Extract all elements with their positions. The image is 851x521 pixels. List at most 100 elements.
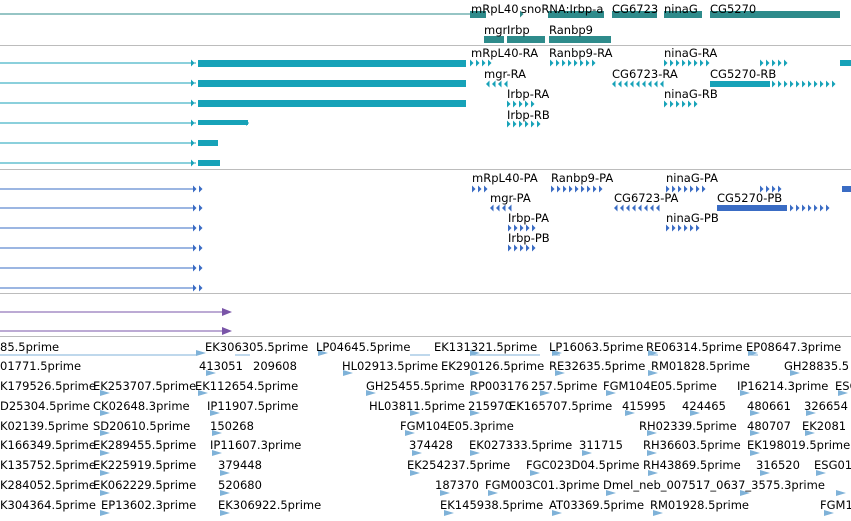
- protein-feature[interactable]: [484, 185, 488, 193]
- est-feature[interactable]: [838, 390, 848, 396]
- protein-feature[interactable]: [620, 204, 624, 212]
- est-feature[interactable]: [540, 390, 550, 396]
- est-feature[interactable]: [750, 450, 760, 456]
- transcript-exon[interactable]: [525, 100, 529, 108]
- est-label[interactable]: K304364.5prime: [0, 498, 96, 512]
- est-label[interactable]: EK062229.5prime: [93, 478, 197, 492]
- protein-feature[interactable]: [638, 204, 642, 212]
- est-label[interactable]: IP11607.3prime: [210, 438, 302, 452]
- est-feature[interactable]: [100, 410, 110, 416]
- transcript-arrow[interactable]: [191, 139, 195, 147]
- est-label[interactable]: IP11907.5prime: [207, 399, 299, 413]
- est-label[interactable]: EK027333.5prime: [469, 438, 573, 452]
- protein-arrow[interactable]: [193, 185, 197, 193]
- transcript-exon[interactable]: [198, 60, 466, 67]
- protein-feature[interactable]: [666, 185, 670, 193]
- est-feature[interactable]: [410, 410, 420, 416]
- transcript-exon[interactable]: [486, 80, 490, 88]
- transcript-exon[interactable]: [648, 80, 652, 88]
- transcript-arrow[interactable]: [191, 119, 195, 127]
- est-feature[interactable]: [196, 350, 206, 356]
- est-feature[interactable]: [690, 410, 700, 416]
- transcript-exon[interactable]: [784, 80, 788, 88]
- protein-arrow[interactable]: [199, 185, 203, 193]
- est-feature[interactable]: [750, 430, 760, 436]
- transcript-exon[interactable]: [556, 59, 560, 67]
- est-feature[interactable]: [210, 410, 220, 416]
- est-feature[interactable]: [806, 410, 816, 416]
- transcript-arrow[interactable]: [191, 99, 195, 107]
- est-label[interactable]: K179526.5prime: [0, 379, 96, 393]
- protein-feature[interactable]: [520, 244, 524, 252]
- protein-feature[interactable]: [532, 244, 536, 252]
- est-label[interactable]: FGM1: [820, 498, 851, 512]
- protein-feature[interactable]: [808, 204, 812, 212]
- est-feature[interactable]: [318, 350, 328, 356]
- transcript-exon[interactable]: [562, 59, 566, 67]
- protein-feature[interactable]: [569, 185, 573, 193]
- est-label[interactable]: 520680: [218, 478, 262, 492]
- protein-arrow[interactable]: [193, 264, 197, 272]
- transcript-exon[interactable]: [498, 80, 502, 88]
- transcript-exon[interactable]: [246, 120, 249, 126]
- transcript-exon[interactable]: [580, 59, 584, 67]
- est-label[interactable]: 379448: [218, 458, 262, 472]
- transcript-exon[interactable]: [670, 100, 674, 108]
- est-feature[interactable]: [100, 450, 110, 456]
- est-label[interactable]: 480661: [747, 399, 791, 413]
- protein-arrow[interactable]: [199, 284, 203, 292]
- est-feature[interactable]: [750, 410, 760, 416]
- transcript-exon[interactable]: [832, 80, 836, 88]
- transcript-exon[interactable]: [670, 59, 674, 67]
- est-feature[interactable]: [606, 390, 616, 396]
- est-label[interactable]: K135752.5prime: [0, 458, 96, 472]
- transcript-exon[interactable]: [198, 80, 466, 87]
- est-label[interactable]: 480707: [747, 419, 791, 433]
- transcript-exon[interactable]: [760, 59, 764, 67]
- est-label[interactable]: EK198019.5prime: [747, 438, 851, 452]
- transcript-exon[interactable]: [826, 80, 830, 88]
- transcript-exon[interactable]: [574, 59, 578, 67]
- other-feature[interactable]: [222, 327, 232, 335]
- transcript-label-CG6723-RA[interactable]: CG6723-RA: [612, 67, 678, 81]
- transcript-exon[interactable]: [784, 59, 788, 67]
- est-label[interactable]: 85.5prime: [0, 340, 60, 354]
- est-feature[interactable]: [198, 390, 208, 396]
- protein-feature[interactable]: [478, 185, 482, 193]
- est-feature[interactable]: [100, 490, 110, 496]
- transcript-exon[interactable]: [820, 80, 824, 88]
- transcript-exon[interactable]: [470, 59, 474, 67]
- protein-feature[interactable]: [766, 185, 770, 193]
- transcript-exon[interactable]: [507, 120, 511, 128]
- protein-feature[interactable]: [614, 204, 618, 212]
- est-label[interactable]: LP04645.5prime: [316, 340, 411, 354]
- est-label[interactable]: GH25455.5prime: [366, 379, 465, 393]
- est-label[interactable]: LP16063.5prime: [549, 340, 644, 354]
- est-feature[interactable]: [647, 430, 657, 436]
- protein-feature[interactable]: [678, 224, 682, 232]
- est-feature[interactable]: [212, 430, 222, 436]
- est-label[interactable]: SD20610.5prime: [93, 419, 191, 433]
- est-label[interactable]: EK254237.5prime: [407, 458, 511, 472]
- est-label[interactable]: RE06314.5prime: [646, 340, 743, 354]
- transcript-exon[interactable]: [796, 80, 800, 88]
- est-label[interactable]: HL02913.5prime: [342, 359, 439, 373]
- protein-feature[interactable]: [790, 204, 794, 212]
- transcript-exon[interactable]: [814, 80, 818, 88]
- protein-arrow[interactable]: [199, 224, 203, 232]
- est-feature[interactable]: [648, 470, 658, 476]
- est-label[interactable]: D25304.5prime: [0, 399, 90, 413]
- protein-feature[interactable]: [672, 224, 676, 232]
- transcript-exon[interactable]: [482, 59, 486, 67]
- protein-feature[interactable]: [826, 204, 830, 212]
- transcript-exon[interactable]: [700, 59, 704, 67]
- transcript-label-ninaG-RB[interactable]: ninaG-RB: [664, 87, 718, 101]
- protein-feature[interactable]: [496, 204, 500, 212]
- protein-feature[interactable]: [526, 244, 530, 252]
- gene-label-snoRNA-Irbp-a[interactable]: snoRNA:Irbp-a: [521, 2, 604, 16]
- transcript-exon[interactable]: [630, 80, 634, 88]
- est-label[interactable]: EK2081: [802, 419, 847, 433]
- protein-label-Irbp-PB[interactable]: Irbp-PB: [508, 231, 550, 245]
- est-feature[interactable]: [470, 410, 480, 416]
- protein-feature[interactable]: [551, 185, 555, 193]
